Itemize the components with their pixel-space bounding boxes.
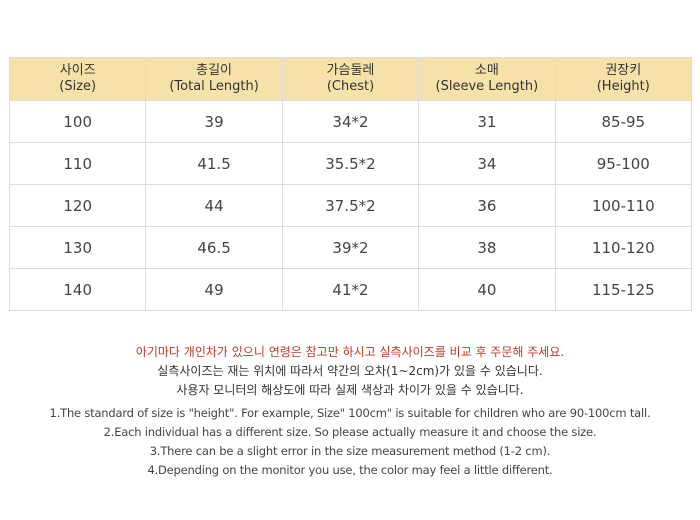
cell-chest: 34*2 [281, 100, 420, 143]
cell-total-length: 49 [145, 268, 283, 311]
note-ko-line: 아기마다 개인차가 있으니 연령은 참고만 하시고 실측사이즈를 비교 후 주문… [135, 345, 565, 359]
cell-size: 130 [8, 226, 147, 269]
header-label-ko: 권장키 [605, 63, 642, 78]
cell-total-length: 44 [145, 184, 283, 227]
cell-size: 120 [8, 184, 147, 227]
header-height: 권장키 (Height) [554, 57, 693, 101]
korean-notes: 아기마다 개인차가 있으니 연령은 참고만 하시고 실측사이즈를 비교 후 주문… [0, 343, 700, 400]
header-label-en: (Height) [596, 79, 650, 94]
cell-height: 95-100 [554, 142, 693, 185]
header-label-en: (Size) [59, 79, 97, 94]
table-row: 100 39 34*2 31 85-95 [8, 100, 693, 143]
table-row: 140 49 41*2 40 115-125 [8, 268, 693, 311]
header-label-en: (Chest) [326, 79, 375, 94]
header-label-ko: 사이즈 [59, 63, 96, 78]
cell-chest: 39*2 [281, 226, 420, 269]
cell-sleeve-length: 40 [418, 268, 556, 311]
cell-height: 85-95 [554, 100, 693, 143]
cell-size: 110 [8, 142, 147, 185]
cell-total-length: 39 [145, 100, 283, 143]
note-en-line: 4.Depending on the monitor you use, the … [147, 463, 553, 477]
header-label-ko: 가슴둘레 [326, 63, 375, 78]
english-notes: 1.The standard of size is "height". For … [0, 404, 700, 480]
cell-height: 100-110 [554, 184, 693, 227]
cell-height: 110-120 [554, 226, 693, 269]
header-total-length: 총길이 (Total Length) [145, 57, 283, 101]
table-row: 120 44 37.5*2 36 100-110 [8, 184, 693, 227]
note-en-line: 1.The standard of size is "height". For … [49, 406, 651, 420]
table-row: 130 46.5 39*2 38 110-120 [8, 226, 693, 269]
note-en-line: 3.There can be a slight error in the siz… [149, 444, 551, 458]
cell-sleeve-length: 34 [418, 142, 556, 185]
table-row: 110 41.5 35.5*2 34 95-100 [8, 142, 693, 185]
note-ko-line: 사용자 모니터의 해상도에 따라 실제 색상과 차이가 있을 수 있습니다. [176, 383, 524, 397]
cell-total-length: 41.5 [145, 142, 283, 185]
cell-total-length: 46.5 [145, 226, 283, 269]
header-label-en: (Sleeve Length) [435, 79, 539, 94]
cell-chest: 41*2 [281, 268, 420, 311]
header-size: 사이즈 (Size) [8, 57, 147, 101]
cell-chest: 35.5*2 [281, 142, 420, 185]
note-ko-line: 실측사이즈는 재는 위치에 따라서 약간의 오차(1~2cm)가 있을 수 있습… [157, 364, 543, 378]
cell-height: 115-125 [554, 268, 693, 311]
header-label-ko: 총길이 [196, 63, 233, 78]
cell-chest: 37.5*2 [281, 184, 420, 227]
table-header-row: 사이즈 (Size) 총길이 (Total Length) 가슴둘레 (Chest) … [8, 57, 693, 101]
header-label-en: (Total Length) [169, 79, 259, 94]
cell-sleeve-length: 36 [418, 184, 556, 227]
header-chest: 가슴둘레 (Chest) [281, 57, 420, 101]
cell-sleeve-length: 31 [418, 100, 556, 143]
cell-size: 100 [8, 100, 147, 143]
size-chart-table: 사이즈 (Size) 총길이 (Total Length) 가슴둘레 (Chest) … [8, 57, 693, 311]
header-label-ko: 소매 [474, 63, 499, 78]
cell-size: 140 [8, 268, 147, 311]
header-sleeve-length: 소매 (Sleeve Length) [418, 57, 556, 101]
cell-sleeve-length: 38 [418, 226, 556, 269]
note-en-line: 2.Each individual has a different size. … [103, 425, 597, 439]
